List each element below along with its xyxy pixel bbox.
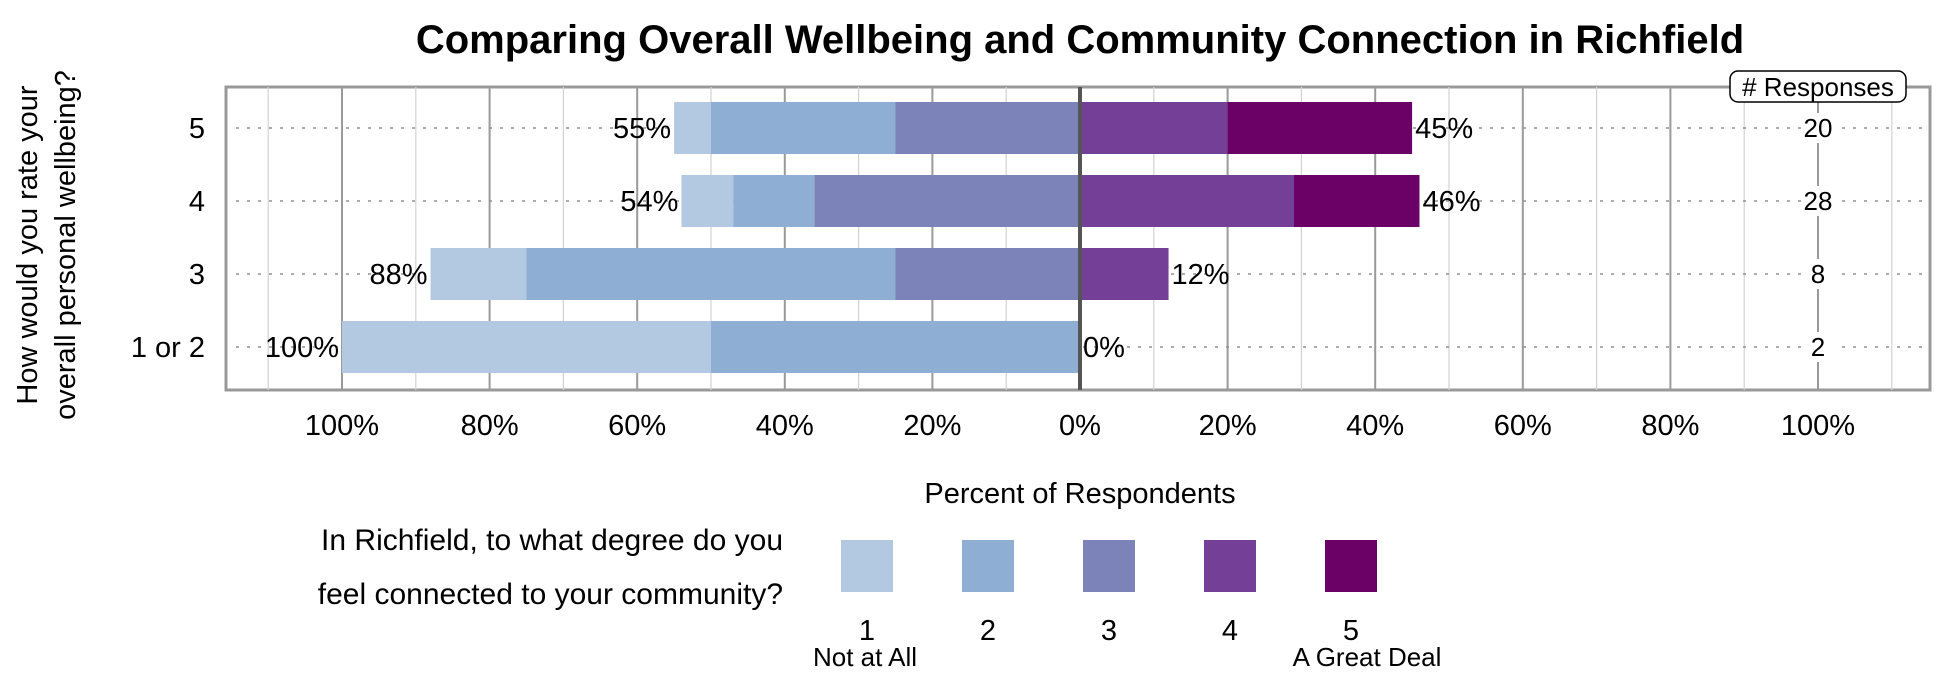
legend-swatch-level-1 (841, 540, 893, 592)
right-total-label: 45% (1415, 113, 1473, 145)
legend-swatch-level-5 (1325, 540, 1377, 592)
x-tick-label: 80% (461, 410, 519, 442)
bar-segment-level-1 (342, 321, 711, 373)
category-label: 4 (189, 186, 205, 218)
x-tick-label: 80% (1641, 410, 1699, 442)
bar-segment-level-2 (711, 102, 896, 154)
legend-swatch-level-2 (962, 540, 1014, 592)
legend-label: 2 (980, 615, 996, 647)
response-count: 20 (1804, 113, 1833, 143)
legend-question-line-2: feel connected to your community? (318, 578, 783, 611)
x-axis-title: Percent of Respondents (924, 478, 1235, 510)
left-total-label: 88% (370, 259, 428, 291)
bar-segment-level-5 (1294, 175, 1420, 227)
bar-segment-level-4 (1080, 248, 1169, 300)
y-axis-title-line-2: overall personal wellbeing? (50, 70, 82, 420)
right-total-label: 0% (1083, 332, 1125, 364)
legend-low-anchor: Not at All (813, 642, 917, 672)
right-total-label: 46% (1422, 186, 1480, 218)
x-tick-labels: 100% 80% 60% 40% 20% 0% 20% 40% 60% 80% 100% (305, 410, 1855, 442)
left-total-label: 100% (265, 332, 339, 364)
legend: 1 2 3 4 5 (841, 540, 1377, 647)
bar-segment-level-1 (430, 248, 527, 300)
legend-label: 1 (859, 615, 875, 647)
x-tick-label: 40% (1346, 410, 1404, 442)
bar-segment-level-3 (895, 102, 1080, 154)
legend-swatch-level-3 (1083, 540, 1135, 592)
category-label: 5 (189, 113, 205, 145)
bar-segment-level-4 (1080, 102, 1228, 154)
x-tick-label: 60% (1494, 410, 1552, 442)
legend-question-line-1: In Richfield, to what degree do you (321, 524, 783, 557)
x-tick-label: 40% (756, 410, 814, 442)
x-tick-label: 100% (1781, 410, 1855, 442)
total-labels: 55% 45% 54% 46% 88% 12% 100% 0% (265, 113, 1481, 364)
legend-label: 5 (1343, 615, 1359, 647)
x-tick-label: 20% (903, 410, 961, 442)
responses-header: # Responses (1742, 72, 1894, 102)
bar-segment-level-5 (1227, 102, 1413, 154)
y-axis-title-line-1: How would you rate your (12, 85, 44, 404)
bar-segment-level-2 (526, 248, 896, 300)
y-axis-title: How would you rate your overall personal… (12, 70, 82, 420)
x-tick-label: 100% (305, 410, 379, 442)
chart-title: Comparing Overall Wellbeing and Communit… (416, 18, 1744, 62)
legend-swatch-level-4 (1204, 540, 1256, 592)
bar-segment-level-3 (814, 175, 1080, 227)
category-labels: 5 4 3 1 or 2 (131, 113, 205, 364)
response-count-bg (1801, 259, 1835, 289)
category-label: 1 or 2 (131, 332, 205, 364)
response-count: 2 (1811, 332, 1825, 362)
response-count: 8 (1811, 259, 1825, 289)
response-count-bg (1801, 186, 1835, 216)
bar-segment-level-2 (711, 321, 1080, 373)
x-tick-label: 0% (1059, 410, 1101, 442)
legend-high-anchor: A Great Deal (1293, 642, 1442, 672)
responses-column: 20 28 8 2 (1801, 113, 1835, 362)
bar-segment-level-1 (674, 102, 711, 154)
responses-header-box (1729, 70, 1907, 103)
left-total-label: 55% (613, 113, 671, 145)
bars (342, 102, 1420, 373)
response-count-bg (1801, 332, 1835, 362)
right-total-label: 12% (1172, 259, 1230, 291)
legend-label: 4 (1222, 615, 1238, 647)
category-label: 3 (189, 259, 205, 291)
bar-segment-level-4 (1080, 175, 1295, 227)
response-count-bg (1801, 113, 1835, 143)
legend-label: 3 (1101, 615, 1117, 647)
response-count: 28 (1804, 186, 1833, 216)
bar-segment-level-3 (895, 248, 1080, 300)
x-tick-label: 20% (1199, 410, 1257, 442)
x-tick-label: 60% (608, 410, 666, 442)
bar-segment-level-2 (733, 175, 815, 227)
bar-segment-level-1 (681, 175, 734, 227)
left-total-label: 54% (620, 186, 678, 218)
